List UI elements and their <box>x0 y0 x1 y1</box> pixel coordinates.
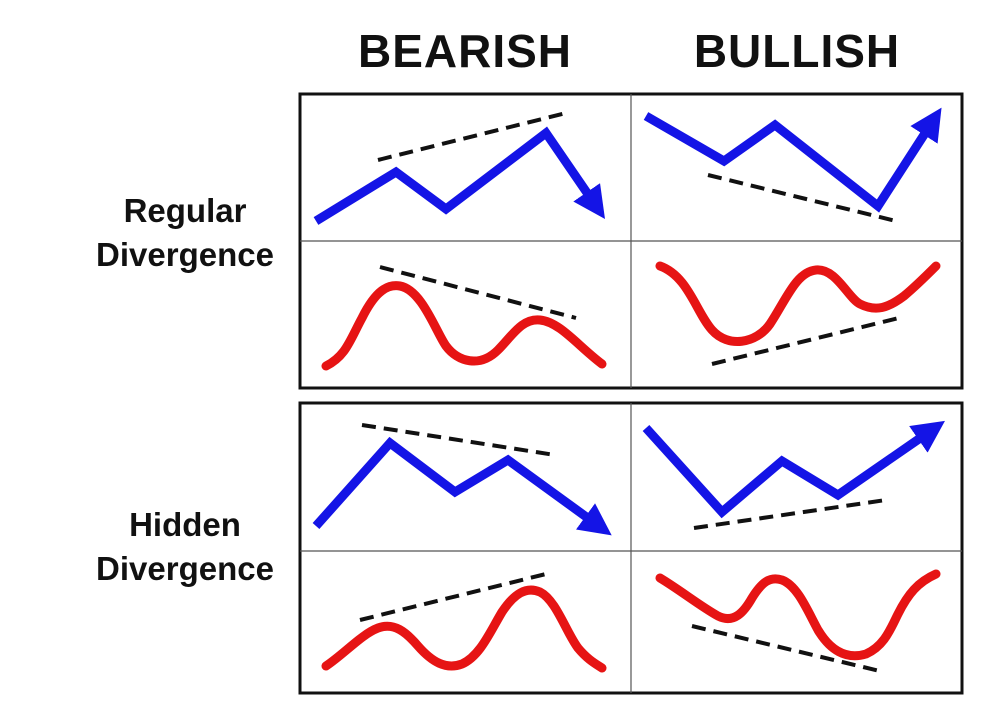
column-header-bullish: BULLISH <box>693 25 901 77</box>
price-line <box>312 436 612 536</box>
regular-divergence-frame <box>298 92 964 390</box>
row-label-line2: Divergence <box>96 550 274 587</box>
row-label-hidden-divergence: Hidden Divergence <box>70 503 300 591</box>
trendline <box>359 571 551 622</box>
trendline <box>361 423 556 457</box>
trendline <box>377 110 571 162</box>
price-line <box>642 420 945 519</box>
indicator-line <box>321 281 607 371</box>
regular-bullish-indicator-cell <box>655 261 941 366</box>
column-header-bearish: BEARISH <box>357 25 573 77</box>
price-line <box>643 107 942 213</box>
indicator-line <box>655 569 941 661</box>
regular-bearish-indicator-cell <box>321 265 607 371</box>
regular-bearish-price-cell <box>313 110 605 225</box>
hidden-bullish-price-cell <box>642 420 945 530</box>
row-label-regular-divergence: Regular Divergence <box>70 189 300 277</box>
trendline <box>691 624 885 674</box>
indicator-line <box>321 585 607 673</box>
regular-bullish-price-cell <box>643 107 942 224</box>
hidden-bullish-indicator-cell <box>655 569 941 674</box>
trendline <box>693 498 887 530</box>
indicator-line <box>655 261 941 346</box>
trendline <box>707 173 901 224</box>
hidden-divergence-frame <box>298 401 964 695</box>
hidden-bearish-indicator-cell <box>321 571 607 673</box>
price-line <box>313 126 605 225</box>
row-label-line1: Hidden <box>129 506 241 543</box>
row-label-line1: Regular <box>123 192 247 229</box>
hidden-bearish-price-cell <box>312 423 612 536</box>
row-label-line2: Divergence <box>96 236 274 273</box>
trendline <box>711 315 904 366</box>
trendline <box>379 265 577 320</box>
